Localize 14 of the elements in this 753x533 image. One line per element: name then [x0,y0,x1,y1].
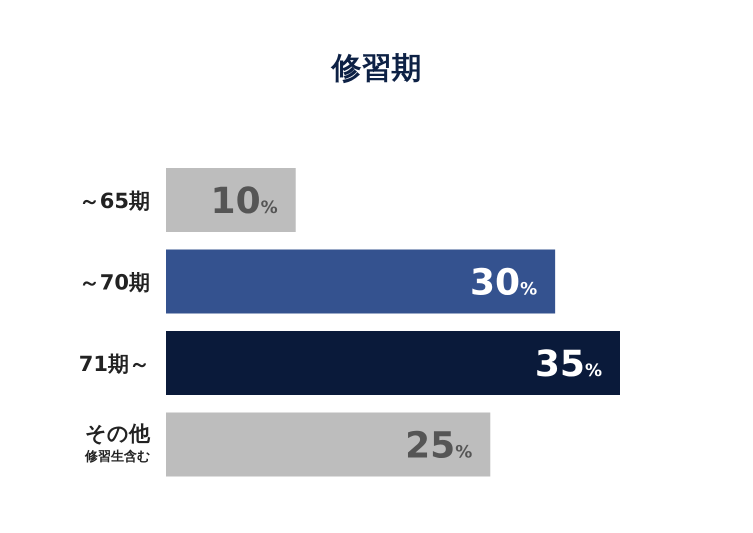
chart-title: 修習期 [330,51,422,86]
data-label: 10% [210,181,278,222]
bar [166,331,620,395]
bar [166,168,296,232]
data-label: 35% [534,344,602,385]
data-label: 30% [470,262,538,304]
bar [166,250,556,314]
bar [166,412,490,476]
y-tick-label: ～70期 [78,270,150,294]
data-label: 25% [405,426,472,466]
y-tick-label: その他 [85,422,151,446]
y-tick-label: ～65期 [78,189,150,213]
text: 修習生含む [84,448,150,464]
y-tick-label: 71期～ [78,352,150,376]
